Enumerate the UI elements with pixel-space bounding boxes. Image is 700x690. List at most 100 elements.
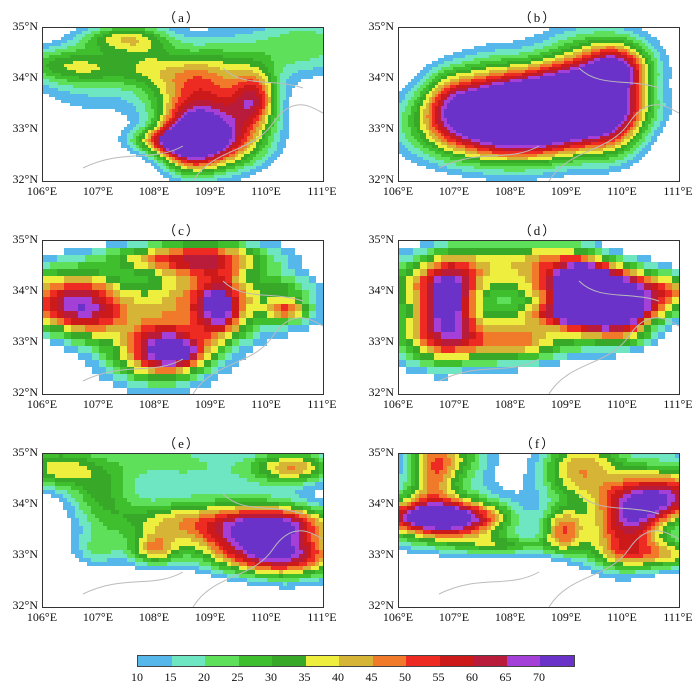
lat-label: 34°N [368, 70, 394, 84]
map-panel-a [42, 27, 324, 182]
panel-title-d: （d） [518, 223, 558, 238]
lat-label: 34°N [368, 283, 394, 297]
colorbar-label: 25 [231, 670, 244, 684]
panel-title-c: （c） [163, 223, 201, 238]
lon-label: 107°E [438, 184, 470, 198]
lon-label: 111°E [663, 397, 693, 411]
lon-label: 106°E [382, 610, 414, 624]
map-panel-f [398, 453, 680, 608]
colorbar-swatch [138, 656, 172, 666]
lon-label: 108°E [494, 184, 526, 198]
lon-label: 110°E [607, 610, 637, 624]
lon-label: 109°E [550, 397, 582, 411]
colorbar-swatch [372, 656, 406, 666]
lon-label: 111°E [663, 184, 693, 198]
lon-label: 111°E [663, 610, 693, 624]
lon-label: 110°E [251, 184, 281, 198]
lon-label: 110°E [251, 397, 281, 411]
lat-label: 33°N [12, 334, 38, 348]
reflectivity-field [43, 241, 323, 394]
reflectivity-field [399, 241, 679, 394]
lat-label: 33°N [12, 121, 38, 135]
colorbar-label: 65 [499, 670, 512, 684]
lat-label: 34°N [368, 496, 394, 510]
panel-title-f: （f） [519, 436, 557, 451]
lon-label: 107°E [82, 397, 114, 411]
lon-label: 111°E [307, 610, 337, 624]
lon-label: 106°E [382, 397, 414, 411]
map-panel-c [42, 240, 324, 395]
lon-label: 108°E [138, 397, 170, 411]
boundary-line [438, 493, 679, 607]
lon-label: 107°E [82, 610, 114, 624]
lon-label: 109°E [194, 397, 226, 411]
colorbar-label: 60 [466, 670, 478, 684]
lat-label: 34°N [12, 283, 38, 297]
lon-label: 107°E [438, 397, 470, 411]
lat-label: 33°N [12, 547, 38, 561]
reflectivity-field [399, 454, 679, 607]
colorbar-swatch [540, 656, 574, 666]
lat-label: 35°N [368, 445, 394, 459]
colorbar-label: 30 [265, 670, 277, 684]
lat-label: 35°N [12, 19, 38, 33]
lat-label: 33°N [368, 334, 394, 348]
colorbar-label: 35 [298, 670, 311, 684]
colorbar-label: 40 [332, 670, 344, 684]
boundary-line [82, 493, 323, 607]
lon-label: 107°E [438, 610, 470, 624]
lon-label: 111°E [307, 397, 337, 411]
boundary-line [82, 280, 323, 394]
boundary-line [438, 280, 679, 394]
colorbar-label: 15 [164, 670, 177, 684]
reflectivity-field [43, 28, 323, 181]
colorbar-swatch [272, 656, 306, 666]
panel-title-b: （b） [518, 10, 558, 25]
colorbar-label: 50 [399, 670, 411, 684]
map-panel-d [398, 240, 680, 395]
lat-label: 32°N [368, 598, 394, 612]
reflectivity-field [43, 454, 323, 607]
panel-title-a: （a） [163, 10, 201, 25]
colorbar-swatch [439, 656, 473, 666]
lon-label: 106°E [26, 184, 58, 198]
lat-label: 32°N [12, 172, 38, 186]
lon-label: 108°E [494, 610, 526, 624]
lat-label: 35°N [368, 19, 394, 33]
lon-label: 109°E [194, 610, 226, 624]
colorbar-label: 45 [365, 670, 378, 684]
lon-label: 110°E [607, 184, 637, 198]
lon-label: 106°E [382, 184, 414, 198]
lat-label: 32°N [368, 172, 394, 186]
lat-label: 34°N [12, 70, 38, 84]
lat-label: 34°N [12, 496, 38, 510]
colorbar-label: 20 [198, 670, 210, 684]
lat-label: 32°N [368, 385, 394, 399]
lat-label: 35°N [12, 445, 38, 459]
lat-label: 33°N [368, 547, 394, 561]
lon-label: 108°E [494, 397, 526, 411]
lon-label: 109°E [194, 184, 226, 198]
colorbar-label: 55 [432, 670, 445, 684]
lat-label: 32°N [12, 598, 38, 612]
colorbar-swatch [339, 656, 373, 666]
lat-label: 32°N [12, 385, 38, 399]
lon-label: 110°E [251, 610, 281, 624]
lon-label: 111°E [307, 184, 337, 198]
colorbar-swatch [238, 656, 272, 666]
colorbar-swatch [205, 656, 239, 666]
lon-label: 110°E [607, 397, 637, 411]
lon-label: 109°E [550, 184, 582, 198]
colorbar-swatch [506, 656, 540, 666]
colorbar-swatch [406, 656, 440, 666]
colorbar-label: 10 [131, 670, 143, 684]
lon-label: 106°E [26, 610, 58, 624]
map-panel-b [398, 27, 680, 182]
lat-label: 35°N [12, 232, 38, 246]
lon-label: 108°E [138, 610, 170, 624]
reflectivity-field [399, 28, 679, 181]
panel-title-e: （e） [163, 436, 201, 451]
lat-label: 33°N [368, 121, 394, 135]
colorbar-swatch [305, 656, 339, 666]
boundary-line [82, 67, 323, 181]
